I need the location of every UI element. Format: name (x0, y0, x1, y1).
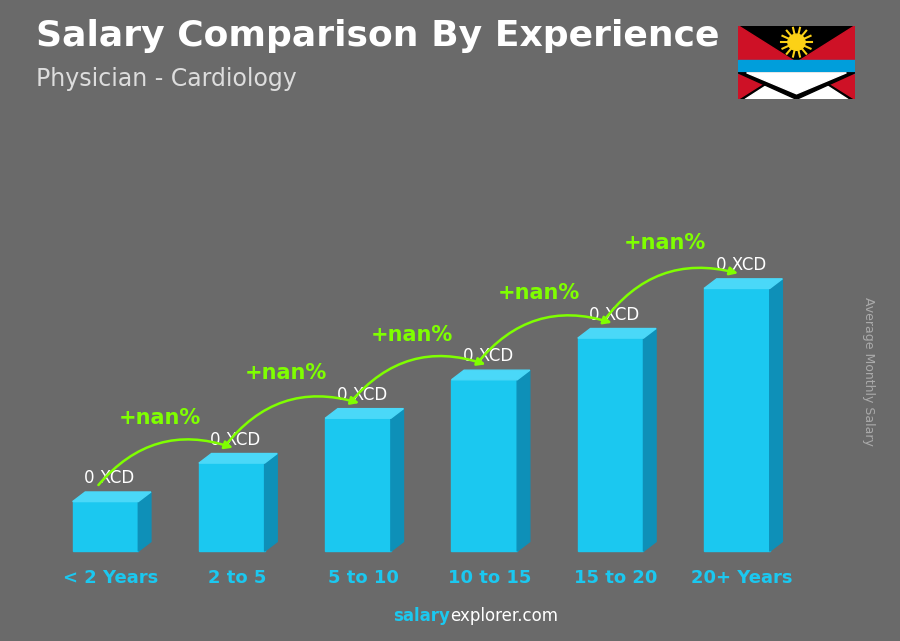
Text: 0 XCD: 0 XCD (716, 256, 766, 274)
Bar (578, 338, 644, 551)
Text: +nan%: +nan% (245, 363, 328, 383)
Text: 2 to 5: 2 to 5 (208, 569, 266, 587)
Polygon shape (747, 73, 846, 94)
Polygon shape (796, 26, 855, 99)
Bar (704, 288, 770, 551)
Polygon shape (199, 454, 277, 463)
Text: < 2 Years: < 2 Years (63, 569, 158, 587)
Text: 0 XCD: 0 XCD (211, 431, 261, 449)
Polygon shape (578, 328, 656, 338)
Text: 0 XCD: 0 XCD (463, 347, 513, 365)
Polygon shape (391, 409, 403, 551)
Polygon shape (745, 66, 848, 99)
Bar (73, 501, 139, 551)
Text: explorer.com: explorer.com (450, 607, 558, 625)
Text: 0 XCD: 0 XCD (590, 306, 640, 324)
Text: 5 to 10: 5 to 10 (328, 569, 399, 587)
Polygon shape (265, 454, 277, 551)
Circle shape (788, 34, 806, 51)
Text: 0 XCD: 0 XCD (337, 386, 387, 404)
Text: 20+ Years: 20+ Years (691, 569, 793, 587)
Text: Average Monthly Salary: Average Monthly Salary (862, 297, 875, 446)
Polygon shape (73, 492, 151, 501)
Polygon shape (738, 26, 796, 99)
Bar (738, 60, 855, 73)
Polygon shape (738, 73, 855, 99)
Polygon shape (770, 279, 782, 551)
Text: 0 XCD: 0 XCD (84, 469, 134, 487)
Bar (452, 379, 518, 551)
Polygon shape (518, 370, 530, 551)
Text: Physician - Cardiology: Physician - Cardiology (36, 67, 297, 91)
Polygon shape (704, 279, 782, 288)
Bar (199, 463, 265, 551)
Text: 15 to 20: 15 to 20 (574, 569, 657, 587)
Text: +nan%: +nan% (498, 283, 580, 303)
Text: Salary Comparison By Experience: Salary Comparison By Experience (36, 19, 719, 53)
Polygon shape (139, 492, 151, 551)
Text: 10 to 15: 10 to 15 (447, 569, 531, 587)
Bar (325, 418, 391, 551)
Text: +nan%: +nan% (371, 324, 454, 344)
Text: salary: salary (393, 607, 450, 625)
Polygon shape (325, 409, 403, 418)
Text: +nan%: +nan% (119, 408, 201, 428)
Polygon shape (452, 370, 530, 379)
Polygon shape (644, 328, 656, 551)
Text: +nan%: +nan% (624, 233, 706, 253)
